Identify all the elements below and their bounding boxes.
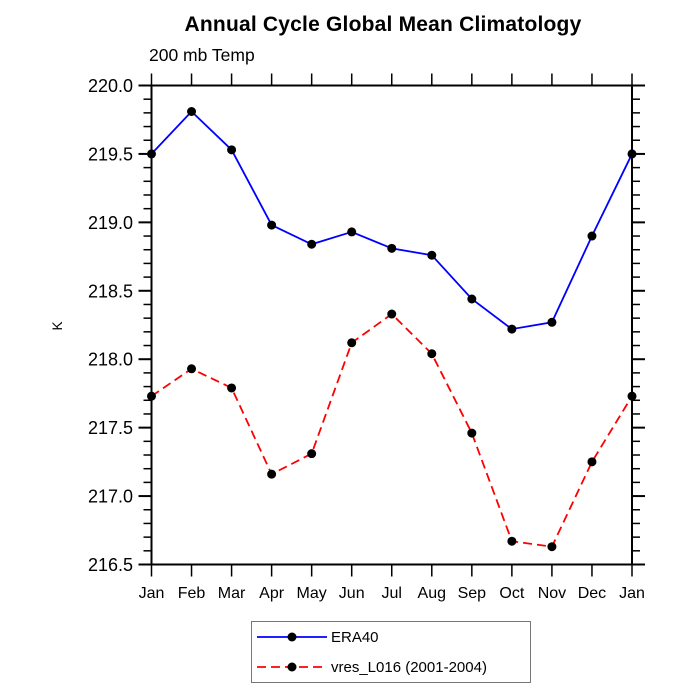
y-tick-label: 218.0 [88,350,133,370]
y-tick-labels: 216.5 217.0 217.5 218.0 218.5 219.0 219.5 220.0 [88,76,133,575]
data-point [307,239,317,249]
data-point [187,107,197,117]
data-point [427,250,437,260]
legend-entry-vres: vres_L016 (2001-2004) [252,652,530,682]
x-tick-label: Jun [339,585,365,602]
data-point [267,220,277,230]
data-point [467,428,477,438]
series-line-1 [150,312,633,548]
plot-border [150,84,633,566]
series-line-0 [150,110,633,331]
data-point [227,145,237,155]
data-point [547,317,557,327]
data-point [387,243,397,253]
data-point [267,469,277,479]
data-point [427,349,437,359]
x-tick-label: Aug [418,585,446,602]
x-tick-label: Dec [578,585,606,602]
data-point [347,227,357,237]
data-point [387,309,397,319]
data-point [307,449,317,459]
chart-subtitle: 200 mb Temp [149,45,255,65]
series-markers-0 [147,107,637,334]
chart-title: Annual Cycle Global Mean Climatology [184,13,582,36]
data-point [467,294,477,304]
data-point [627,391,637,401]
legend-marker-dot [287,662,297,672]
data-point [547,542,557,552]
x-tick-label: May [297,585,327,602]
x-tick-label: Jan [619,585,645,602]
data-point [627,149,637,159]
y-tick-label: 219.0 [88,213,133,233]
data-point [227,383,237,393]
y-tick-label: 218.5 [88,281,133,301]
x-tick-label: Mar [218,585,246,602]
x-tick-label: Sep [458,585,487,602]
data-point [587,457,597,467]
data-point [347,338,357,348]
x-tick-labels: Jan Feb Mar Apr May Jun Jul Aug Sep Oct Nov Dec Jan [139,585,645,602]
x-tick-label: Jul [382,585,402,602]
x-tick-label: Oct [499,585,524,602]
y-tick-label: 216.5 [88,555,133,575]
data-point [147,391,156,401]
x-tick-label: Apr [259,585,285,602]
y-axis-ticks [138,84,645,566]
legend-label-era40: ERA40 [331,628,379,646]
data-point [587,231,597,241]
y-tick-label: 217.5 [88,418,133,438]
series-markers-1 [147,309,637,552]
legend-line-sample-dashed [257,662,327,672]
y-tick-label: 220.0 [88,76,133,96]
x-tick-label: Nov [538,585,566,602]
x-axis-ticks [150,73,633,577]
legend-label-vres: vres_L016 (2001-2004) [331,658,487,676]
data-point [187,364,197,374]
legend-marker-dot [287,632,297,642]
data-point [507,536,517,546]
x-tick-label: Jan [139,585,165,602]
legend-line-sample-solid [257,632,327,642]
y-tick-label: 217.0 [88,487,133,507]
y-tick-label: 219.5 [88,144,133,164]
legend-entry-era40: ERA40 [252,622,530,652]
x-tick-label: Feb [178,585,206,602]
data-point [147,149,156,159]
data-point [507,324,517,334]
legend-box: ERA40 vres_L016 (2001-2004) [251,621,531,683]
